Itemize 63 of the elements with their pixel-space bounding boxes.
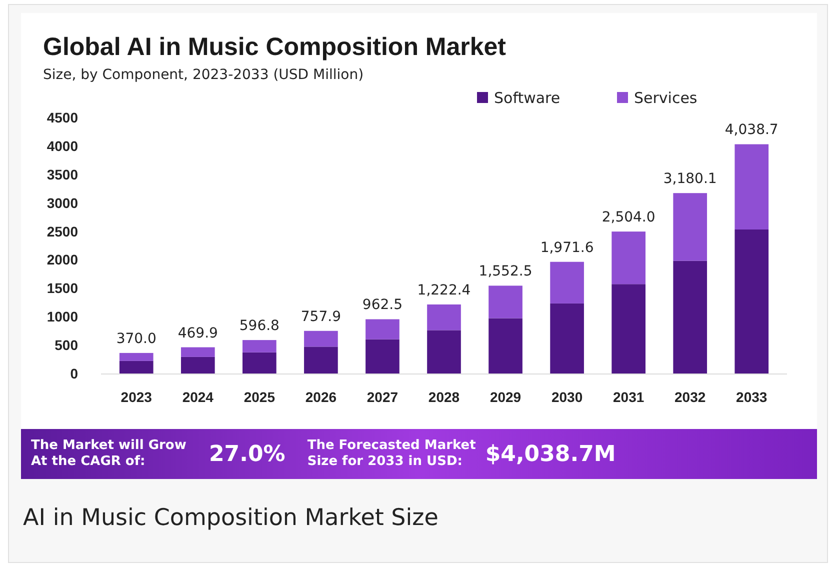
x-tick-label: 2023 <box>120 388 152 405</box>
y-tick-label: 3500 <box>46 166 78 182</box>
bar <box>366 339 400 374</box>
y-tick-label: 500 <box>54 337 78 354</box>
total-label: 1,971.6 <box>540 240 594 256</box>
bar <box>119 352 154 361</box>
text: The Market will Grow At the CAGR of: <box>31 438 188 470</box>
bar <box>427 304 461 330</box>
y-tick-label: 1000 <box>46 308 78 325</box>
bar <box>427 330 461 374</box>
x-tick-label: 2031 <box>612 388 644 405</box>
chart-subtitle: Size, by Component, 2023-2033 (USD Million) <box>43 67 364 83</box>
total-label: 962.5 <box>362 297 403 314</box>
legend-label: Services <box>634 89 698 107</box>
x-tick-label: 2025 <box>244 388 276 405</box>
total-label: 1,552.5 <box>478 264 532 280</box>
y-tick-label: 2500 <box>46 223 78 240</box>
text: The Forecasted Market Size for 2033 in USD: <box>307 438 477 470</box>
x-tick-label: 2030 <box>551 388 583 405</box>
x-tick-label: 2026 <box>305 388 337 405</box>
bar <box>180 347 215 357</box>
bar <box>673 260 708 374</box>
y-tick-label: 2000 <box>46 252 78 268</box>
total-label: 2,504.0 <box>602 210 656 226</box>
total-label: 757.9 <box>300 308 341 325</box>
bar <box>366 319 400 340</box>
bar <box>180 356 215 374</box>
text: 27.0% <box>209 442 286 466</box>
bar <box>488 318 522 374</box>
bar <box>242 340 276 352</box>
y-tick-label: 4000 <box>46 138 78 154</box>
x-tick-label: 2029 <box>490 388 522 405</box>
bar <box>673 193 708 261</box>
bar <box>612 284 646 374</box>
total-label: 3,180.1 <box>663 171 717 188</box>
text: $4,038.7M <box>485 442 616 466</box>
y-tick-label: 0 <box>70 365 78 382</box>
bar <box>550 262 584 304</box>
bar <box>550 303 584 374</box>
y-tick-label: 1500 <box>46 280 78 296</box>
total-label: 4,038.7 <box>724 122 778 138</box>
total-label: 469.9 <box>178 325 218 342</box>
x-tick-label: 2028 <box>428 388 460 405</box>
bar <box>734 144 769 230</box>
x-tick-label: 2024 <box>182 388 214 405</box>
x-tick-label: 2032 <box>674 388 706 405</box>
total-label: 596.8 <box>239 318 280 334</box>
legend-label: Software <box>494 89 560 107</box>
x-tick-label: 2033 <box>736 388 768 405</box>
bar <box>488 286 522 318</box>
bar <box>612 232 646 284</box>
chart-title: Global AI in Music Composition Market <box>43 33 507 61</box>
bar <box>304 330 338 347</box>
bar <box>242 352 276 374</box>
total-label: 370.0 <box>116 330 156 347</box>
bar <box>734 230 769 374</box>
x-tick-label: 2027 <box>366 388 398 405</box>
y-tick-label: 4500 <box>46 109 78 126</box>
total-label: 1,222.4 <box>417 282 471 298</box>
bar <box>119 360 154 374</box>
bar <box>304 346 338 374</box>
y-tick-label: 3000 <box>46 194 78 211</box>
text: AI in Music Composition Market Size <box>23 505 438 531</box>
